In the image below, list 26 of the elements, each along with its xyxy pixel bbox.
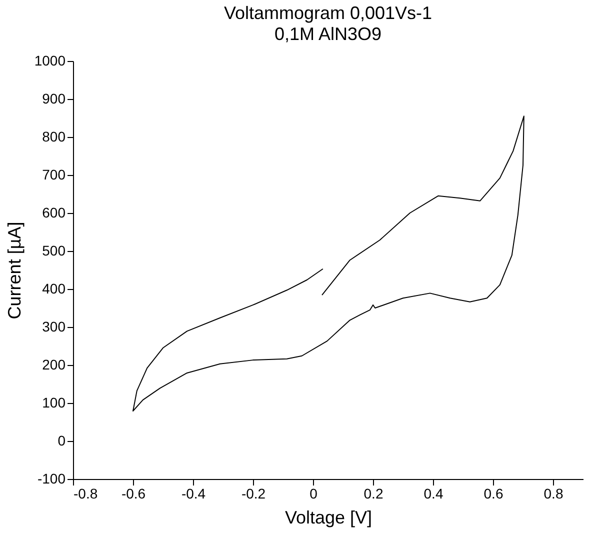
chart-subtitle: 0,1M AlN3O9 (274, 24, 382, 44)
x-tick-label: 0.4 (424, 486, 444, 502)
y-tick-label: 200 (42, 356, 66, 372)
x-tick-label: 0.2 (364, 486, 384, 502)
chart-title: Voltammogram 0,001Vs-1 (224, 3, 432, 23)
y-tick-label: 1000 (34, 52, 66, 68)
y-tick-label: -100 (37, 470, 66, 486)
x-tick-label: -0.2 (241, 486, 266, 502)
y-tick-label: 600 (42, 204, 66, 220)
line-series (132, 116, 524, 412)
y-tick-label: 100 (42, 394, 66, 410)
y-tick-label: 700 (42, 166, 66, 182)
y-tick-label: 400 (42, 280, 66, 296)
y-tick-label: 500 (42, 242, 66, 258)
y-tick-label: 900 (42, 90, 66, 106)
y-tick-label: 0 (58, 432, 66, 448)
x-tick-label: -0.8 (74, 486, 98, 502)
y-axis-title: Current [µA] (4, 222, 24, 320)
x-tick-label: -0.6 (121, 486, 146, 502)
x-tick-label: 0 (310, 486, 318, 502)
x-tick-label: 0.6 (484, 486, 504, 502)
y-tick-label: 800 (42, 128, 66, 144)
x-tick-label: 0.8 (544, 486, 564, 502)
y-tick-label: 300 (42, 318, 66, 334)
x-axis-title: Voltage [V] (284, 508, 372, 528)
x-tick-label: -0.4 (181, 486, 206, 502)
